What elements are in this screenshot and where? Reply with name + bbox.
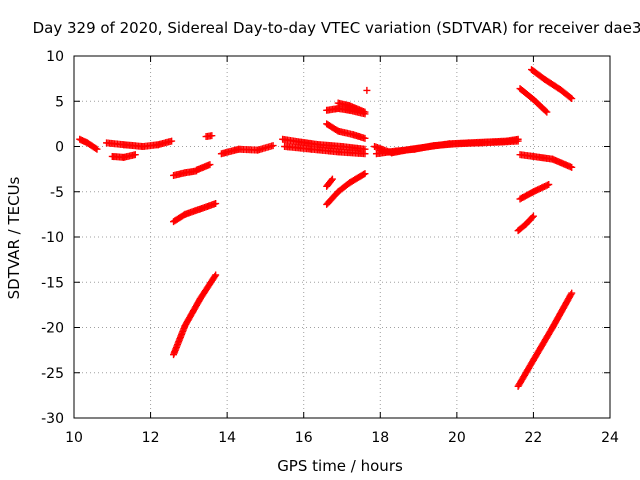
- data-point-marker: [131, 151, 139, 159]
- data-segment: [76, 135, 101, 153]
- data-segment: [334, 99, 369, 116]
- x-tick-label: 22: [525, 430, 543, 446]
- x-axis-label: GPS time / hours: [277, 457, 403, 475]
- data-point-marker: [514, 137, 522, 145]
- data-point-marker: [212, 200, 220, 208]
- data-point-marker: [361, 134, 369, 142]
- data-segment: [323, 120, 369, 142]
- data-segment: [217, 142, 277, 158]
- y-axis-label: SDTVAR / TECUs: [5, 176, 23, 299]
- y-tick-label: 0: [55, 140, 64, 156]
- x-tick-label: 12: [142, 430, 160, 446]
- y-tick-label: -15: [41, 275, 64, 291]
- data-point-marker: [93, 145, 101, 153]
- data-segment: [323, 104, 369, 118]
- y-tick-label: -20: [41, 321, 64, 337]
- data-point-marker: [545, 181, 553, 189]
- data-point-marker: [567, 94, 575, 102]
- x-tick-label: 10: [65, 430, 83, 446]
- data-segment: [372, 137, 522, 158]
- data-point-marker: [529, 212, 537, 220]
- data-point-marker: [360, 170, 368, 178]
- data-point-marker: [208, 132, 216, 140]
- chart-title: Day 329 of 2020, Sidereal Day-to-day VTE…: [33, 19, 640, 37]
- data-segment: [170, 167, 201, 179]
- data-segment: [170, 271, 220, 359]
- data-point-marker: [212, 271, 220, 279]
- x-tick-label: 16: [295, 430, 313, 446]
- data-point-marker: [363, 86, 371, 94]
- data-point-marker: [361, 150, 369, 158]
- y-tick-label: -10: [41, 230, 64, 246]
- x-tick-label: 24: [601, 430, 619, 446]
- x-tick-label: 20: [448, 430, 466, 446]
- data-segment: [514, 212, 537, 235]
- data-point-marker: [568, 95, 576, 103]
- data-point-marker: [211, 272, 219, 280]
- data-segment: [108, 151, 139, 161]
- data-segment: [363, 86, 371, 94]
- data-point-marker: [543, 108, 551, 116]
- x-tick-label: 18: [371, 430, 389, 446]
- data-segment: [202, 132, 216, 141]
- data-segment: [170, 200, 220, 226]
- y-tick-label: -30: [41, 411, 64, 427]
- data-segment: [323, 175, 336, 190]
- data-point-marker: [568, 289, 576, 297]
- data-point-marker: [361, 108, 369, 116]
- data-point-marker: [328, 175, 336, 183]
- axes: 10 12 14 16 18 20 22 24 -30 -25 -20 -15 -10 -5 0 5 10: [41, 49, 619, 446]
- data-point-marker: [542, 107, 550, 115]
- data-point-marker: [568, 163, 576, 171]
- data-point-marker: [269, 142, 277, 150]
- data-point-marker: [361, 170, 369, 178]
- data-point-marker: [206, 161, 214, 169]
- y-tick-label: -25: [41, 366, 64, 382]
- data-points: [76, 66, 576, 390]
- data-point-marker: [327, 176, 335, 184]
- y-tick-label: 5: [55, 94, 64, 110]
- data-point-marker: [567, 290, 575, 298]
- data-segment: [516, 181, 553, 203]
- data-segment: [528, 66, 576, 103]
- data-segment: [103, 137, 176, 150]
- x-tick-label: 14: [218, 430, 236, 446]
- data-segment: [193, 161, 214, 174]
- data-point-marker: [168, 137, 176, 145]
- y-tick-label: -5: [50, 185, 64, 201]
- data-segment: [514, 289, 576, 390]
- data-segment: [281, 143, 369, 158]
- data-segment: [323, 170, 369, 208]
- y-tick-label: 10: [46, 49, 64, 65]
- data-segment: [516, 85, 551, 116]
- data-point-marker: [528, 213, 536, 221]
- data-segment: [516, 151, 576, 171]
- data-point-marker: [92, 144, 100, 152]
